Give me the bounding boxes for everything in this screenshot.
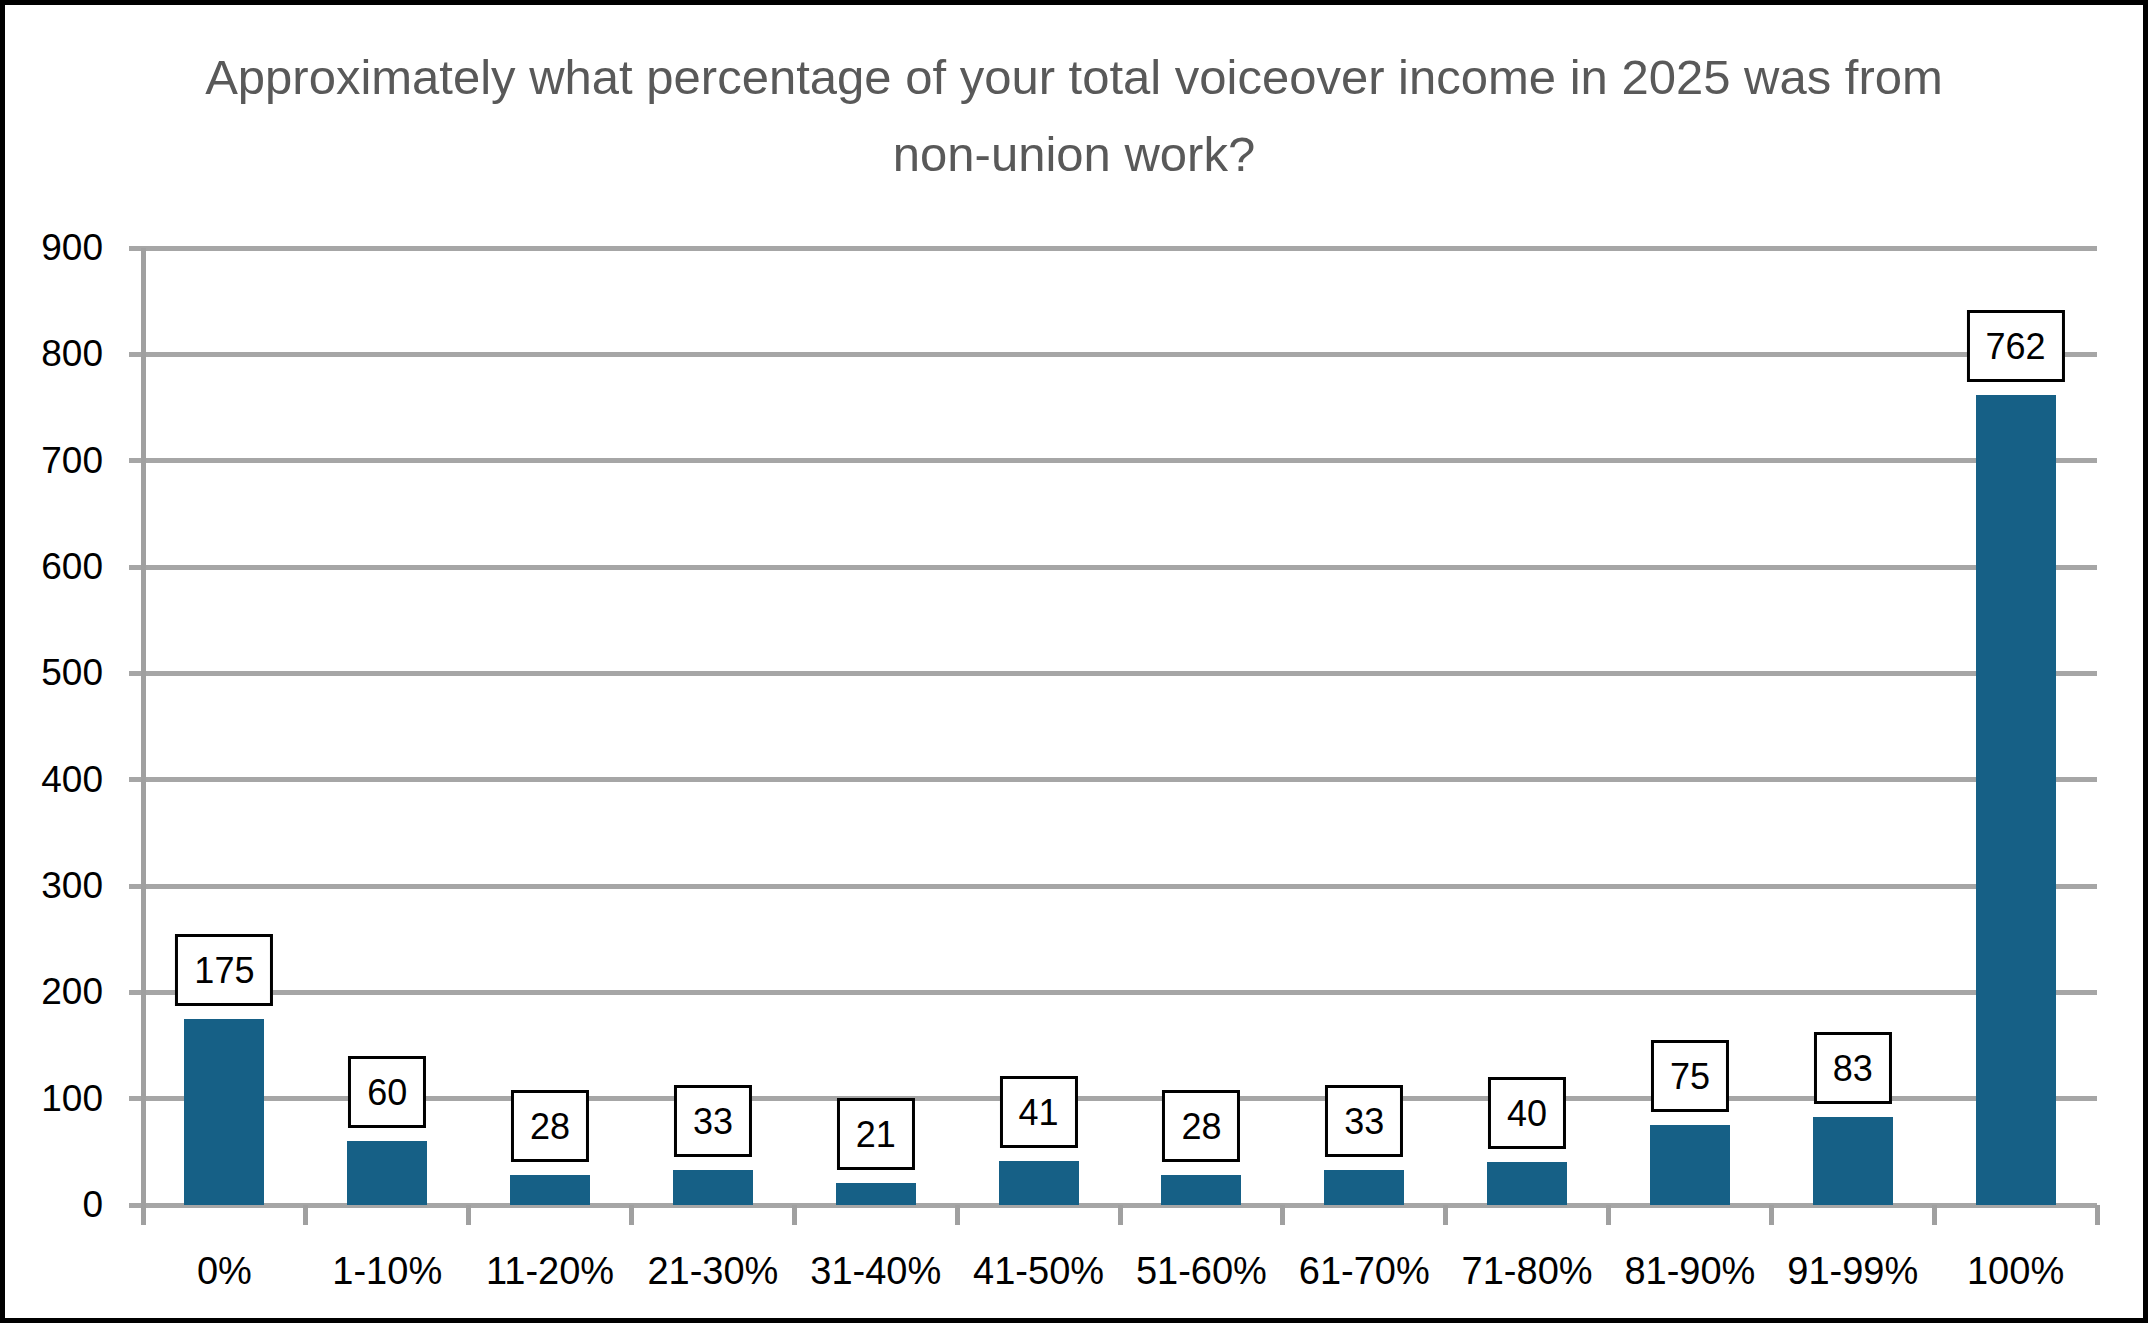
chart-frame: Approximately what percentage of your to… [0,0,2148,1323]
x-category-label: 81-90% [1624,1249,1755,1293]
bar [999,1161,1079,1205]
gridline [129,458,2097,463]
bar [1976,395,2056,1205]
bar [1813,1117,1893,1205]
bar-value-label: 28 [1162,1090,1240,1162]
x-category-label: 41-50% [973,1249,1104,1293]
gridline [129,777,2097,782]
y-tick-label: 500 [5,649,103,697]
gridline [129,246,2097,251]
x-category-label: 61-70% [1299,1249,1430,1293]
y-tick-label: 0 [5,1181,103,1229]
y-tick-label: 700 [5,437,103,485]
x-tick-mark [1932,1205,1937,1225]
bar-value-label: 33 [1325,1085,1403,1157]
x-tick-mark [792,1205,797,1225]
bar [510,1175,590,1205]
x-tick-mark [141,1205,146,1225]
y-tick-label: 600 [5,543,103,591]
bar [836,1183,916,1205]
x-tick-mark [1769,1205,1774,1225]
chart-title: Approximately what percentage of your to… [194,39,1954,193]
x-category-label: 100% [1967,1249,2064,1293]
bar-value-label: 762 [1967,310,2065,382]
bar [1650,1125,1730,1205]
x-tick-mark [466,1205,471,1225]
x-tick-mark [1443,1205,1448,1225]
bar [1324,1170,1404,1205]
gridline [129,352,2097,357]
y-tick-label: 800 [5,330,103,378]
gridline [129,884,2097,889]
bar-value-label: 28 [511,1090,589,1162]
x-tick-mark [955,1205,960,1225]
x-category-label: 21-30% [647,1249,778,1293]
bar [184,1019,264,1205]
y-tick-label: 200 [5,968,103,1016]
bar-value-label: 41 [1000,1076,1078,1148]
x-category-label: 91-99% [1787,1249,1918,1293]
y-tick-label: 100 [5,1075,103,1123]
bar [347,1141,427,1205]
x-tick-mark [1280,1205,1285,1225]
y-tick-label: 300 [5,862,103,910]
bar-value-label: 21 [837,1098,915,1170]
x-category-label: 31-40% [810,1249,941,1293]
gridline [129,671,2097,676]
gridline [129,990,2097,995]
bar-value-label: 83 [1814,1032,1892,1104]
y-axis-line [141,248,146,1225]
bar [1161,1175,1241,1205]
x-category-label: 11-20% [486,1249,614,1293]
x-tick-mark [1606,1205,1611,1225]
x-tick-mark [1118,1205,1123,1225]
y-tick-label: 400 [5,756,103,804]
x-category-label: 71-80% [1462,1249,1593,1293]
bar-value-label: 40 [1488,1077,1566,1149]
bar-value-label: 75 [1651,1040,1729,1112]
bar-value-label: 60 [348,1056,426,1128]
bar [673,1170,753,1205]
x-category-label: 51-60% [1136,1249,1267,1293]
gridline [129,565,2097,570]
bar-value-label: 33 [674,1085,752,1157]
x-category-label: 0% [197,1249,252,1293]
y-tick-label: 900 [5,224,103,272]
x-tick-mark [629,1205,634,1225]
x-tick-mark [2095,1205,2100,1225]
x-category-label: 1-10% [332,1249,442,1293]
x-tick-mark [303,1205,308,1225]
bar-value-label: 175 [175,934,273,1006]
bar [1487,1162,1567,1205]
